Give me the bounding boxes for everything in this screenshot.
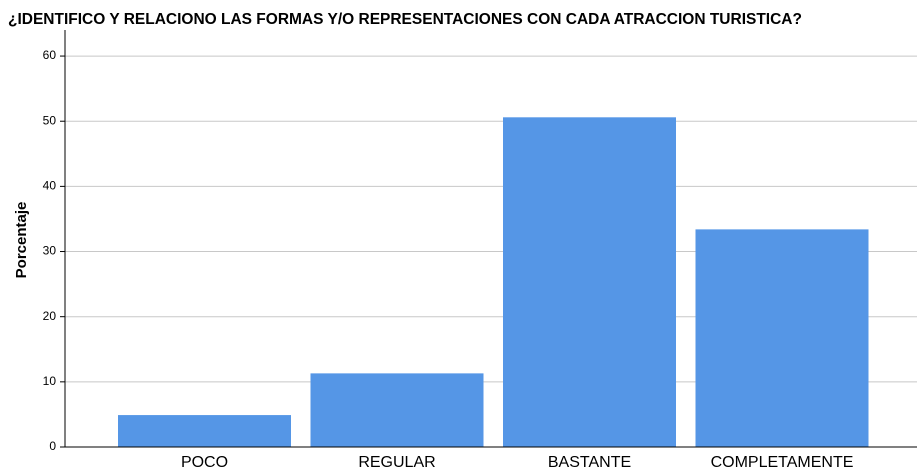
x-tick-label: COMPLETAMENTE bbox=[711, 454, 854, 471]
chart-title: ¿IDENTIFICO Y RELACIONO LAS FORMAS Y/O R… bbox=[8, 11, 802, 28]
y-tick-label: 40 bbox=[43, 179, 57, 193]
x-tick-label: REGULAR bbox=[358, 454, 435, 471]
y-tick-label: 20 bbox=[43, 309, 57, 323]
y-axis-label: Porcentaje bbox=[13, 202, 30, 279]
x-tick-label: POCO bbox=[181, 454, 228, 471]
bar bbox=[118, 415, 291, 447]
bar bbox=[503, 117, 676, 447]
y-tick-label: 30 bbox=[43, 244, 57, 258]
y-tick-label: 60 bbox=[43, 48, 57, 62]
bar bbox=[310, 373, 484, 447]
bar bbox=[695, 229, 869, 447]
y-tick-label: 0 bbox=[49, 439, 56, 453]
y-tick-label: 10 bbox=[43, 374, 57, 388]
x-tick-label: BASTANTE bbox=[548, 454, 631, 471]
y-tick-label: 50 bbox=[43, 113, 57, 127]
